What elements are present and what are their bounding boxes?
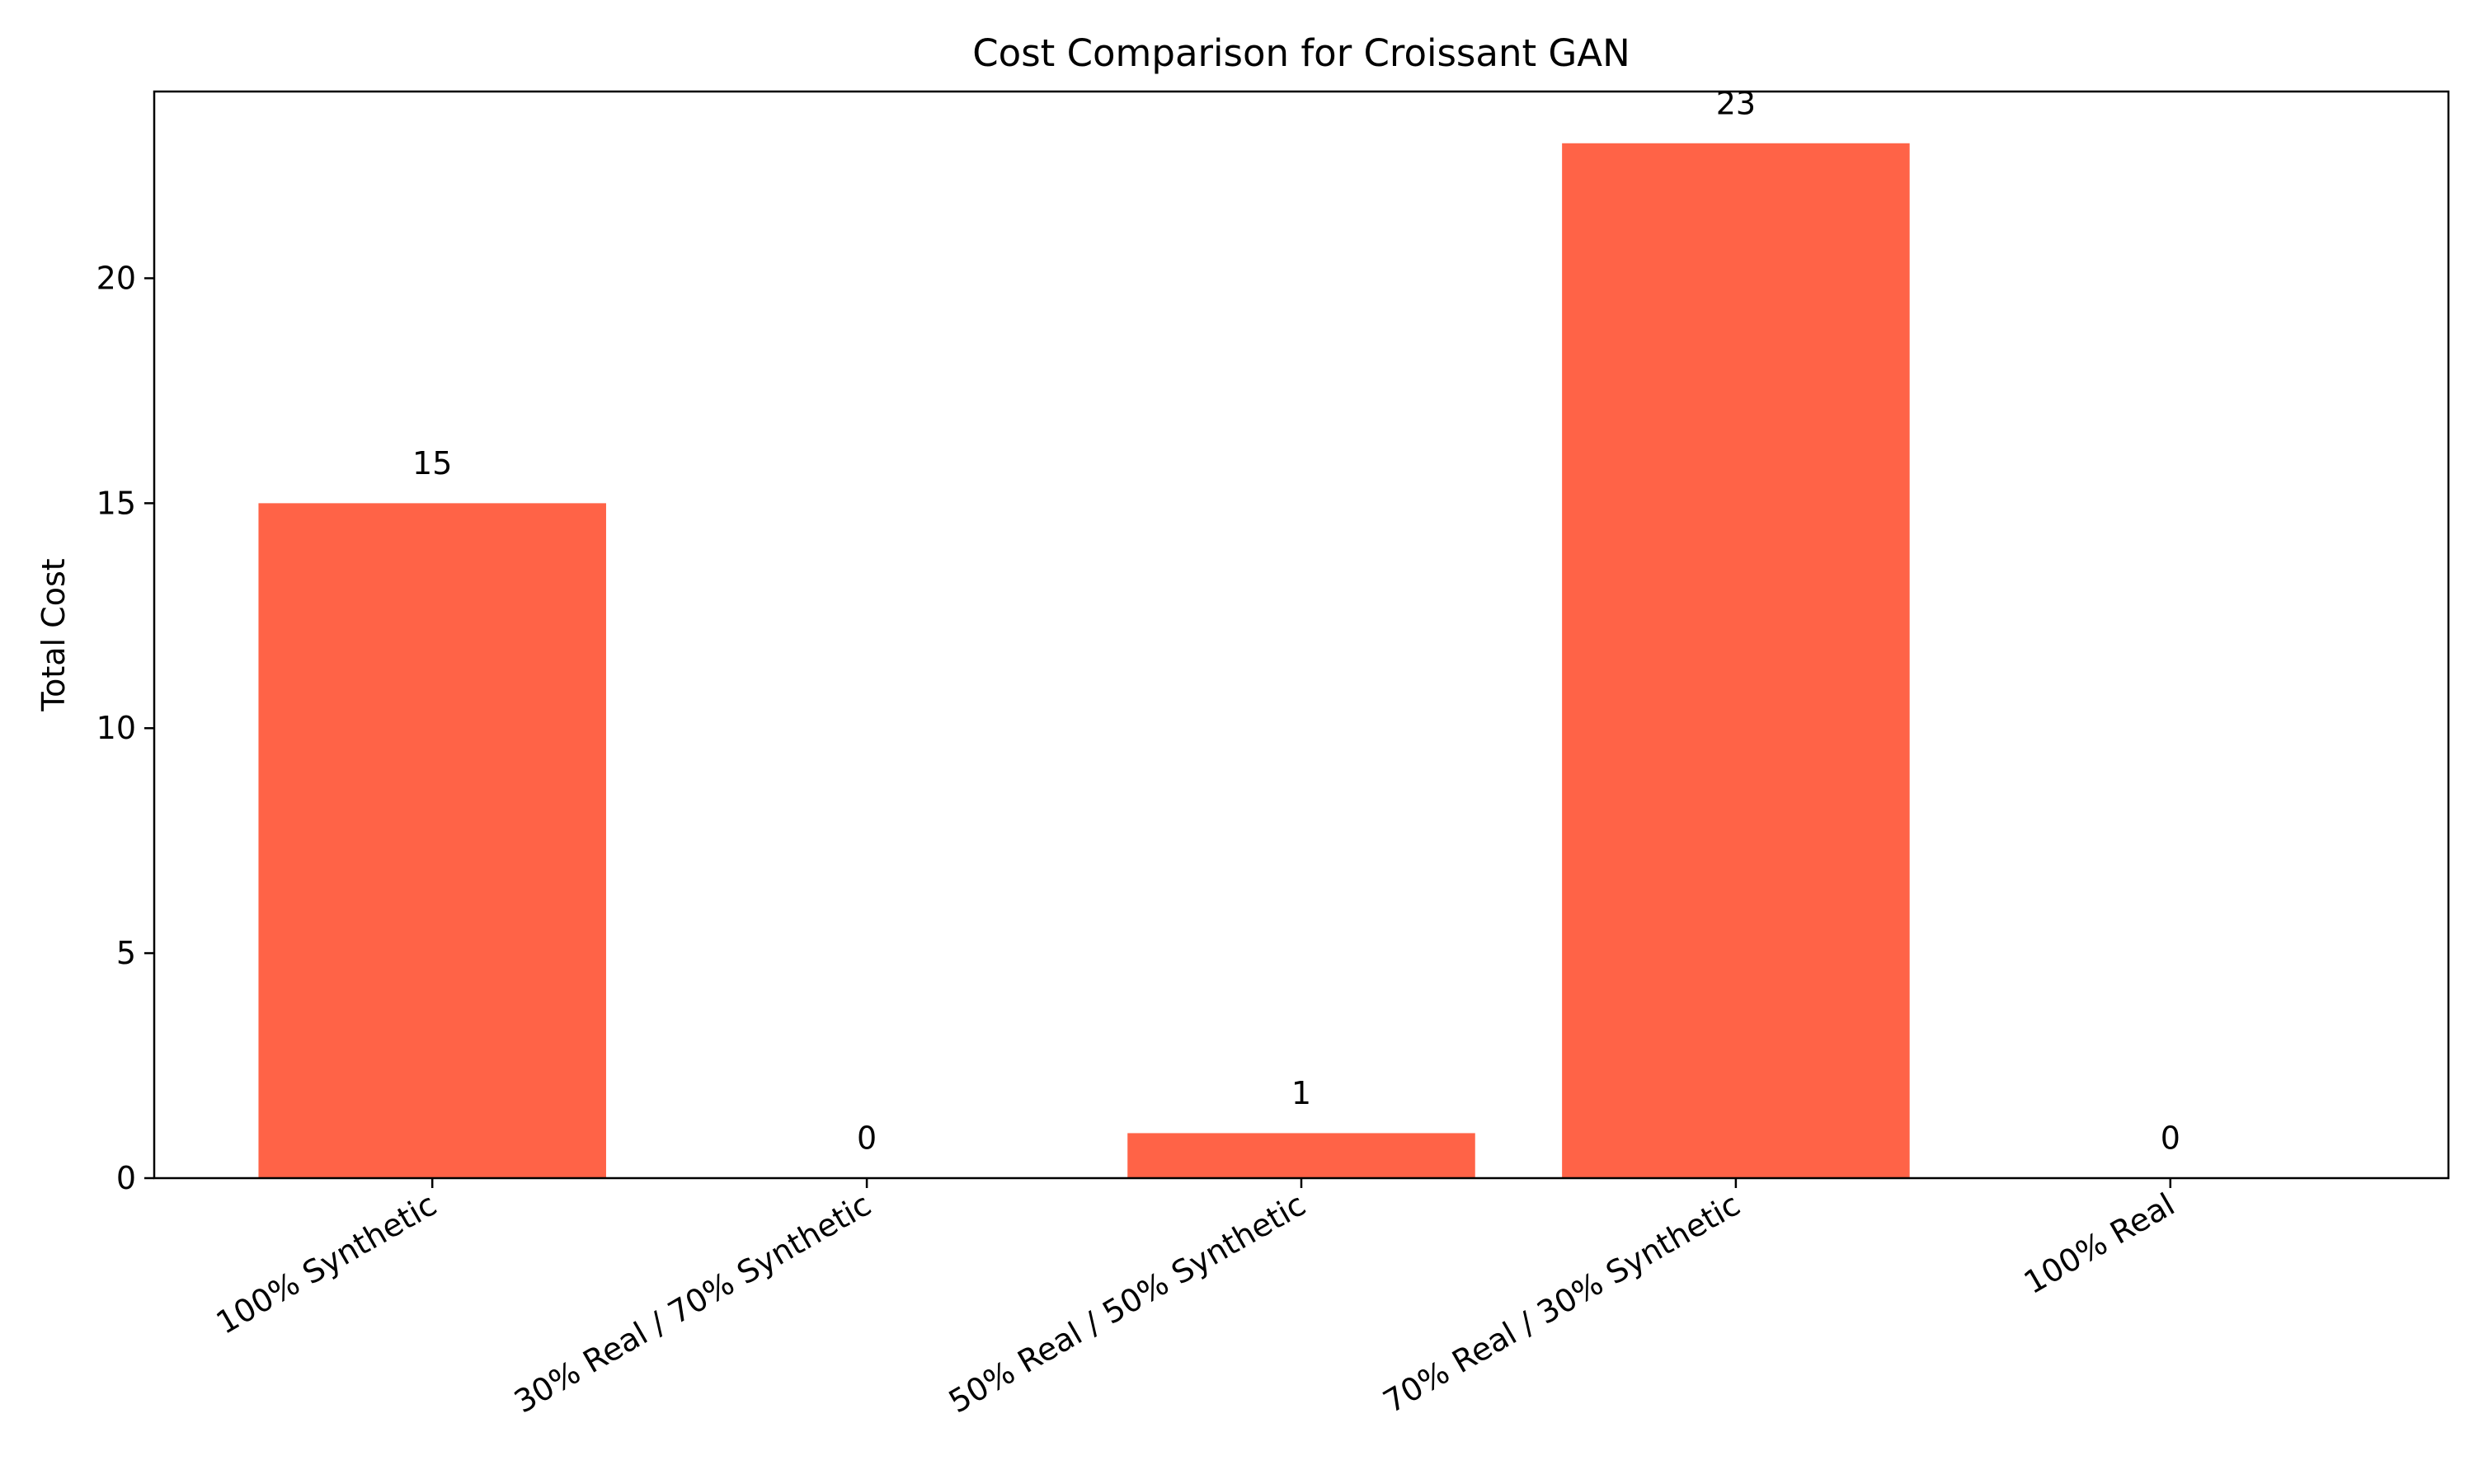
x-tick-label-4: 100% Real	[2018, 1186, 2180, 1301]
x-tick-label-3: 70% Real / 30% Synthetic	[1377, 1186, 1747, 1421]
y-tick-label-4: 20	[96, 260, 136, 296]
bars-layer	[258, 143, 1910, 1178]
x-tick-label-0: 100% Synthetic	[210, 1186, 443, 1341]
plot-frame	[153, 90, 2450, 1180]
chart-title: Cost Comparison for Croissant GAN	[972, 31, 1630, 75]
data-label-4: 0	[2161, 1120, 2180, 1157]
y-axis-label: Total Cost	[35, 558, 72, 711]
x-tick-label-1: 30% Real / 70% Synthetic	[508, 1186, 877, 1421]
y-tick-label-1: 5	[116, 935, 136, 971]
y-axis: 0 5 10 15 20	[96, 260, 154, 1196]
x-axis: 100% Synthetic 30% Real / 70% Synthetic 50…	[210, 1178, 2180, 1420]
x-tick-label-2: 50% Real / 50% Synthetic	[943, 1186, 1312, 1421]
bar-0	[258, 503, 606, 1178]
bar-2	[1127, 1133, 1475, 1178]
data-label-0: 15	[412, 445, 452, 481]
y-tick-label-3: 15	[96, 485, 136, 521]
bar-3	[1562, 143, 1910, 1178]
data-label-2: 1	[1291, 1075, 1311, 1111]
data-label-1: 0	[857, 1120, 877, 1157]
y-tick-label-2: 10	[96, 710, 136, 746]
y-tick-label-0: 0	[116, 1160, 136, 1196]
